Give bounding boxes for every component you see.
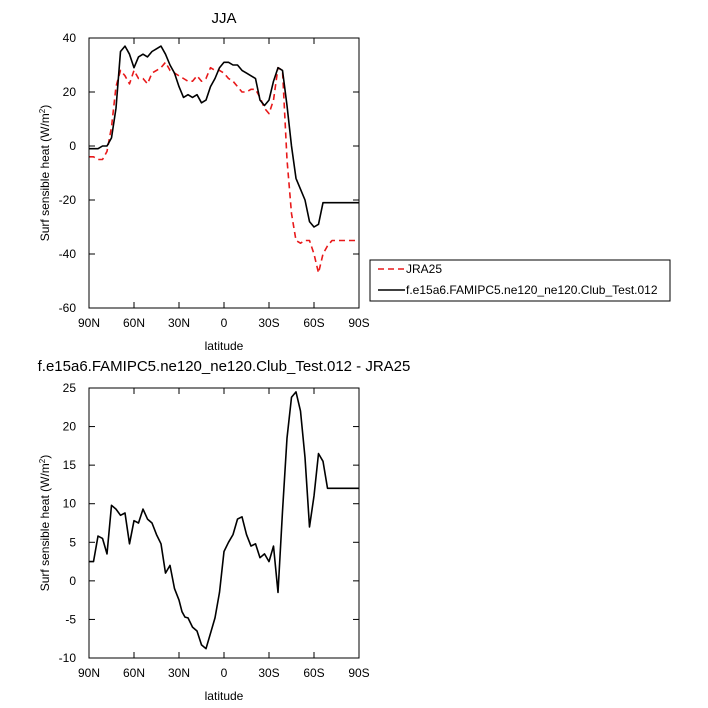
chart-bottom-ytick-label: 10: [63, 497, 77, 511]
legend-label-jra25: JRA25: [406, 262, 442, 276]
chart-top-plot-frame: [88, 37, 360, 309]
chart-top-xtick-label: 0: [221, 316, 228, 330]
chart-bottom-ylabel: Surf sensible heat (W/m2): [38, 455, 52, 592]
chart-top-ytick-label: 0: [69, 139, 76, 153]
chart-top-ytick-label: -40: [59, 247, 77, 261]
chart-top-ylabel-close: ): [38, 105, 52, 109]
chart-bottom-xtick-label: 90S: [348, 666, 369, 680]
chart-top-xtick-label: 60N: [123, 316, 145, 330]
chart-bottom-series-line-0: [89, 391, 359, 650]
chart-top-xlabel: latitude: [205, 339, 244, 353]
chart-bottom-xtick-label: 30N: [168, 666, 190, 680]
chart-bottom-ylabel-superscript: 2: [38, 458, 47, 463]
chart-bottom-ytick-label: 20: [63, 420, 77, 434]
chart-bottom-xtick-label: 30S: [258, 666, 279, 680]
chart-bottom-title: f.e15a6.FAMIPC5.ne120_ne120.Club_Test.01…: [38, 358, 411, 375]
chart-top-ylabel-superscript: 2: [38, 108, 47, 113]
chart-bottom-ylabel-text: Surf sensible heat (W/m: [38, 463, 52, 591]
legend-label-model: f.e15a6.FAMIPC5.ne120_ne120.Club_Test.01…: [406, 283, 658, 297]
chart-bottom-ytick-label: 5: [69, 535, 76, 549]
chart-top-legend: JRA25 f.e15a6.FAMIPC5.ne120_ne120.Club_T…: [369, 259, 671, 302]
chart-bottom-ylabel-close: ): [38, 455, 52, 459]
chart-bottom-xtick-label: 90N: [78, 666, 100, 680]
chart-top-ylabel-text: Surf sensible heat (W/m: [38, 113, 52, 241]
chart-top: JJA 90N 60N 30N 0 30S 60S 90S -60 -40 -20 0 20 40 la…: [38, 10, 671, 353]
chart-top-title: JJA: [211, 10, 236, 27]
chart-top-series-line-1: [89, 45, 359, 228]
chart-bottom-ytick-label: -5: [65, 612, 76, 626]
chart-top-ytick-label: 20: [63, 85, 77, 99]
chart-bottom-xtick-label: 0: [221, 666, 228, 680]
chart-top-ytick-label: 40: [63, 31, 77, 45]
legend-box: [369, 259, 671, 302]
chart-bottom-ytick-label: 15: [63, 458, 77, 472]
chart-bottom-series: [89, 391, 359, 650]
chart-top-xtick-label: 90S: [348, 316, 369, 330]
chart-bottom-xlabel: latitude: [205, 689, 244, 703]
chart-bottom-axes: 90N 60N 30N 0 30S 60S 90S -10 -5 0 5 10 15 20 25: [59, 381, 370, 680]
chart-bottom-ytick-label: -10: [59, 651, 77, 665]
chart-top-xtick-label: 60S: [303, 316, 324, 330]
chart-bottom-plot-frame: [88, 387, 360, 659]
chart-top-series: [89, 45, 359, 274]
chart-top-xtick-label: 90N: [78, 316, 100, 330]
chart-top-series-line-0: [89, 61, 359, 274]
chart-bottom-ytick-label: 0: [69, 574, 76, 588]
chart-top-xtick-label: 30N: [168, 316, 190, 330]
chart-top-ytick-label: -20: [59, 193, 77, 207]
chart-top-axes: 90N 60N 30N 0 30S 60S 90S -60 -40 -20 0 20 40: [59, 31, 370, 330]
chart-top-xtick-label: 30S: [258, 316, 279, 330]
chart-bottom-xtick-label: 60N: [123, 666, 145, 680]
chart-bottom: f.e15a6.FAMIPC5.ne120_ne120.Club_Test.01…: [38, 358, 411, 703]
chart-bottom-ytick-label: 25: [63, 381, 77, 395]
chart-top-ylabel: Surf sensible heat (W/m2): [38, 105, 52, 242]
chart-bottom-xtick-label: 60S: [303, 666, 324, 680]
chart-top-ytick-label: -60: [59, 301, 77, 315]
